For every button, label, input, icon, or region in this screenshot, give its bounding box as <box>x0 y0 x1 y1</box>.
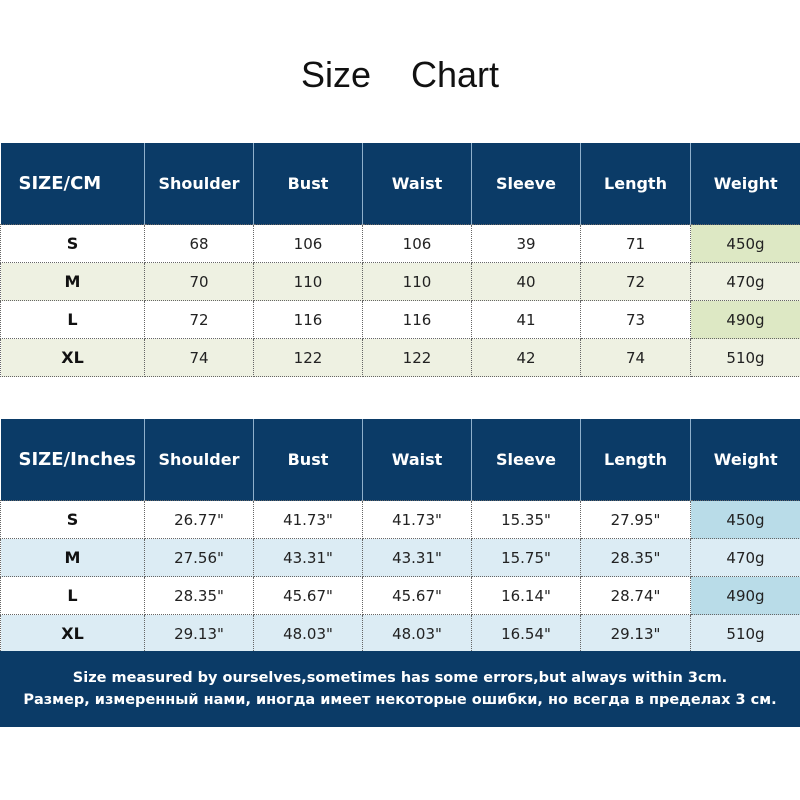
note-english: Size measured by ourselves,sometimes has… <box>72 670 728 686</box>
table-cell: 15.35" <box>471 500 581 539</box>
column-header: Weight <box>690 143 800 225</box>
column-header: SIZE/Inches <box>0 419 145 501</box>
table-cell: 15.75" <box>471 538 581 577</box>
column-header: Shoulder <box>144 143 254 225</box>
table-cell: 43.31" <box>362 538 472 577</box>
column-header: Weight <box>690 419 800 501</box>
size-label: M <box>0 538 145 577</box>
column-header: Sleeve <box>471 419 581 501</box>
table-cell: 116 <box>253 300 363 339</box>
weight-cell: 470g <box>690 538 800 577</box>
table-cell: 48.03" <box>253 614 363 653</box>
size-label: L <box>0 576 145 615</box>
table-cell: 73 <box>580 300 691 339</box>
table-cell: 16.54" <box>471 614 581 653</box>
table-cell: 16.14" <box>471 576 581 615</box>
size-label: M <box>0 262 145 301</box>
table-cell: 29.13" <box>580 614 691 653</box>
table-cell: 71 <box>580 224 691 263</box>
column-header: Shoulder <box>144 419 254 501</box>
table-cell: 42 <box>471 338 581 377</box>
column-header: Sleeve <box>471 143 581 225</box>
size-label: XL <box>0 338 145 377</box>
size-label: L <box>0 300 145 339</box>
size-label: S <box>0 500 145 539</box>
table-cell: 27.56" <box>144 538 254 577</box>
table-cell: 70 <box>144 262 254 301</box>
column-header: Length <box>580 419 691 501</box>
table-row: XL 74 122 122 42 74 510g <box>0 338 800 377</box>
table-cell: 27.95" <box>580 500 691 539</box>
table-header-row: SIZE/Inches Shoulder Bust Waist Sleeve Length… <box>0 419 800 501</box>
weight-cell: 510g <box>690 338 800 377</box>
weight-cell: 450g <box>690 224 800 263</box>
table-cell: 74 <box>580 338 691 377</box>
table-cell: 26.77" <box>144 500 254 539</box>
size-label: XL <box>0 614 145 653</box>
table-cell: 74 <box>144 338 254 377</box>
note-russian: Размер, измеренный нами, иногда имеет не… <box>23 692 777 708</box>
table-cell: 106 <box>253 224 363 263</box>
table-cell: 68 <box>144 224 254 263</box>
column-header: Bust <box>253 143 363 225</box>
table-cell: 41 <box>471 300 581 339</box>
table-cell: 72 <box>144 300 254 339</box>
column-header: Waist <box>362 419 472 501</box>
table-cell: 72 <box>580 262 691 301</box>
table-cell: 41.73" <box>362 500 472 539</box>
table-row: L 28.35" 45.67" 45.67" 16.14" 28.74" 490g <box>0 576 800 615</box>
weight-cell: 490g <box>690 576 800 615</box>
table-row: L 72 116 116 41 73 490g <box>0 300 800 339</box>
table-cell: 41.73" <box>253 500 363 539</box>
table-cell: 28.74" <box>580 576 691 615</box>
size-table-cm: SIZE/CM Shoulder Bust Waist Sleeve Length Weig… <box>0 143 800 377</box>
weight-cell: 510g <box>690 614 800 653</box>
table-cell: 106 <box>362 224 472 263</box>
table-row: S 68 106 106 39 71 450g <box>0 224 800 263</box>
size-label: S <box>0 224 145 263</box>
page-title: Size Chart <box>300 54 500 95</box>
table-cell: 40 <box>471 262 581 301</box>
table-cell: 29.13" <box>144 614 254 653</box>
table-cell: 45.67" <box>362 576 472 615</box>
table-row: S 26.77" 41.73" 41.73" 15.35" 27.95" 450g <box>0 500 800 539</box>
table-cell: 43.31" <box>253 538 363 577</box>
measurement-note: Size measured by ourselves,sometimes has… <box>0 651 800 727</box>
table-cell: 39 <box>471 224 581 263</box>
weight-cell: 450g <box>690 500 800 539</box>
column-header: Bust <box>253 419 363 501</box>
table-cell: 122 <box>253 338 363 377</box>
table-cell: 45.67" <box>253 576 363 615</box>
table-row: XL 29.13" 48.03" 48.03" 16.54" 29.13" 510g <box>0 614 800 653</box>
table-row: M 70 110 110 40 72 470g <box>0 262 800 301</box>
column-header: SIZE/CM <box>0 143 145 225</box>
table-row: M 27.56" 43.31" 43.31" 15.75" 28.35" 470g <box>0 538 800 577</box>
table-cell: 122 <box>362 338 472 377</box>
table-cell: 110 <box>362 262 472 301</box>
table-cell: 116 <box>362 300 472 339</box>
table-cell: 110 <box>253 262 363 301</box>
column-header: Length <box>580 143 691 225</box>
size-table-inches: SIZE/Inches Shoulder Bust Waist Sleeve Length… <box>0 419 800 653</box>
column-header: Waist <box>362 143 472 225</box>
weight-cell: 490g <box>690 300 800 339</box>
weight-cell: 470g <box>690 262 800 301</box>
table-header-row: SIZE/CM Shoulder Bust Waist Sleeve Length Weig… <box>0 143 800 225</box>
table-cell: 48.03" <box>362 614 472 653</box>
table-cell: 28.35" <box>580 538 691 577</box>
table-cell: 28.35" <box>144 576 254 615</box>
